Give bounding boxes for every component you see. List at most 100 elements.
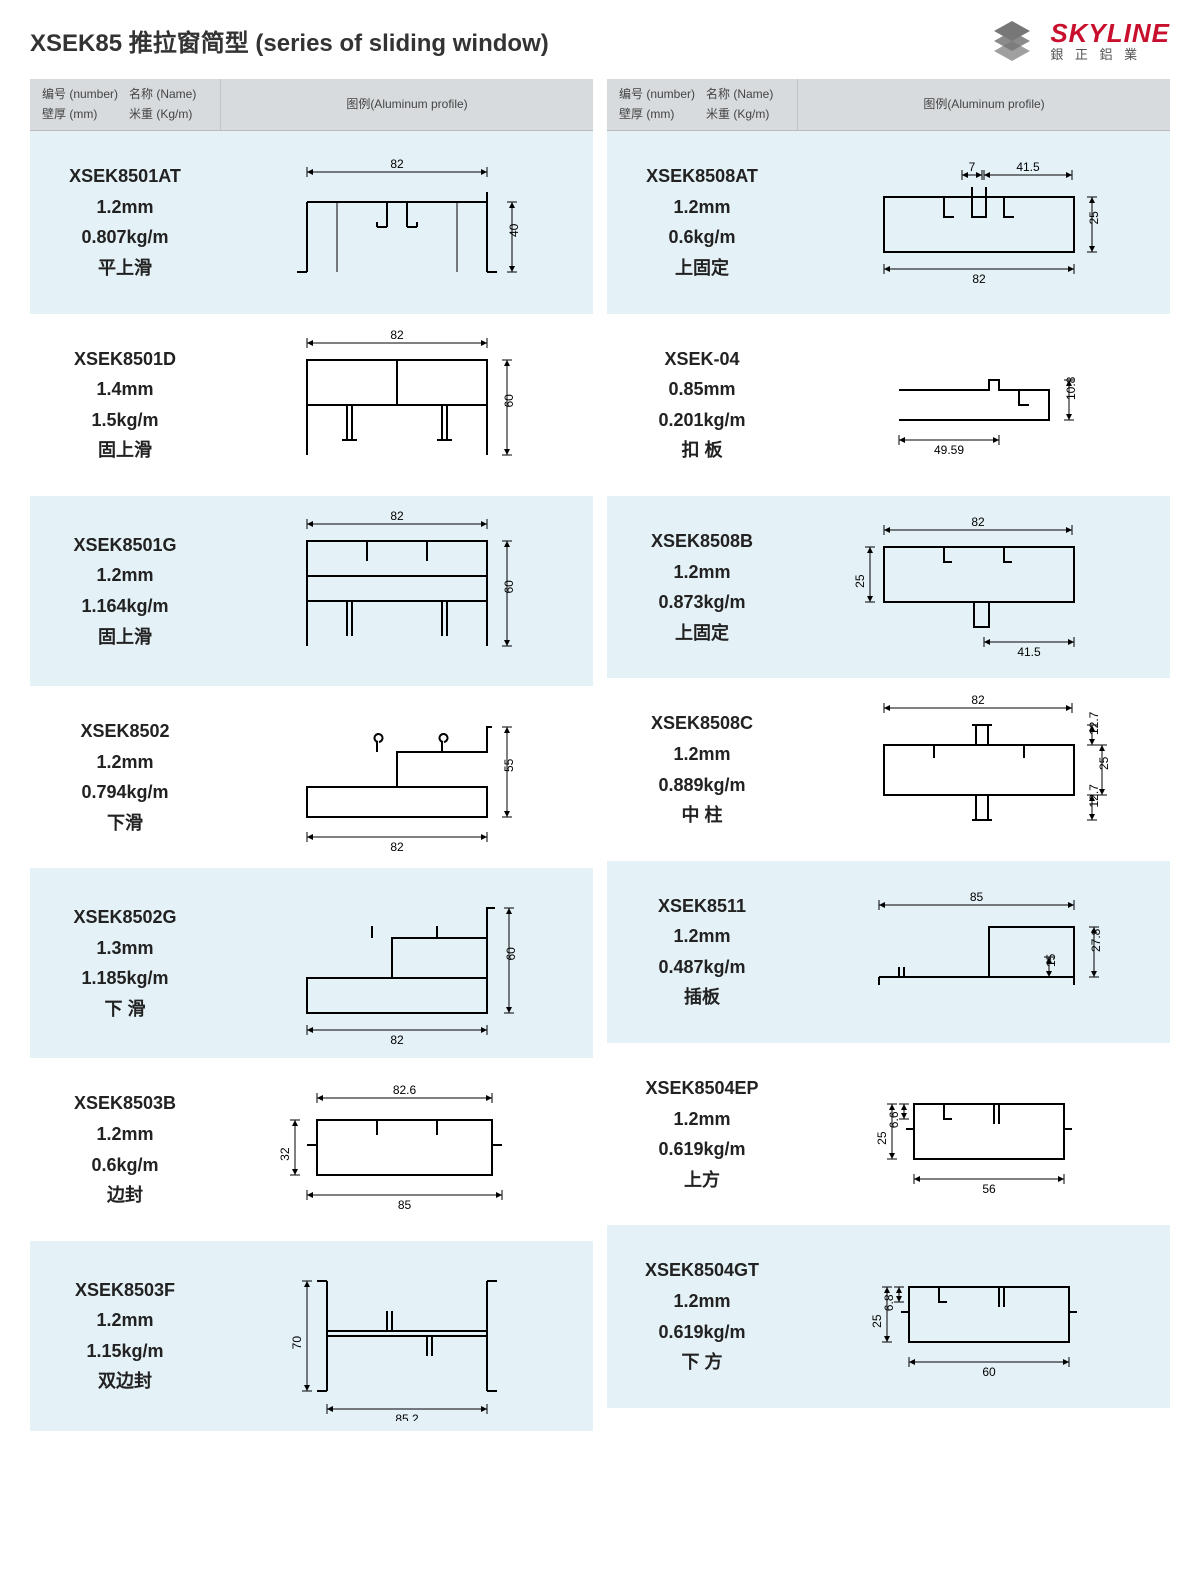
profile-diagram: 85 27.8 15 [797,861,1170,1043]
header-thickness: 壁厚 (mm) [615,105,702,125]
svg-text:25: 25 [875,1131,889,1145]
profile-number: XSEK8511 [621,891,783,922]
profile-diagram: 82 12.7 25 12.7 [797,678,1170,860]
profile-thickness: 1.2mm [44,192,206,223]
header-name: 名称 (Name) [125,85,212,105]
brand-subtitle: 銀 正 鋁 業 [1050,48,1170,61]
header-thickness: 壁厚 (mm) [38,105,125,125]
profile-number: XSEK8501AT [44,161,206,192]
header-name: 名称 (Name) [702,85,789,105]
svg-text:7: 7 [968,160,975,174]
profile-row: XSEK8501G 1.2mm 1.164kg/m 固上滑 82 60 [30,496,593,686]
svg-text:60: 60 [504,947,518,961]
profile-weight: 0.6kg/m [44,1150,206,1181]
page-header: XSEK85 推拉窗简型 (series of sliding window) … [30,20,1170,61]
profile-info: XSEK8502 1.2mm 0.794kg/m 下滑 [30,686,220,868]
logo-mark-icon [994,21,1042,61]
svg-text:82.6: 82.6 [392,1083,416,1097]
svg-text:82: 82 [390,157,404,171]
profile-weight: 0.619kg/m [621,1134,783,1165]
profile-name: 扣 板 [621,435,783,466]
profile-name: 固上滑 [44,435,206,466]
svg-text:82: 82 [390,328,404,342]
profile-thickness: 1.2mm [621,1104,783,1135]
profile-row: XSEK8503F 1.2mm 1.15kg/m 双边封 70 85.2 [30,1241,593,1431]
profile-weight: 0.201kg/m [621,405,783,436]
profile-row: XSEK8502G 1.3mm 1.185kg/m 下 滑 60 82 [30,868,593,1058]
profile-diagram: 41.5 7 25 82 [797,131,1170,313]
brand-name: SKYLINE [1050,20,1170,46]
profile-name: 下 方 [621,1347,783,1378]
header-number: 编号 (number) [38,85,125,105]
svg-text:82: 82 [971,515,985,529]
svg-text:25: 25 [1087,211,1101,225]
profile-info: XSEK8502G 1.3mm 1.185kg/m 下 滑 [30,868,220,1058]
svg-text:70: 70 [290,1335,304,1349]
svg-text:25: 25 [1097,756,1111,770]
left-column: 编号 (number) 名称 (Name) 壁厚 (mm) 米重 (Kg/m) … [30,79,593,1431]
profile-thickness: 1.2mm [621,192,783,223]
profile-weight: 0.807kg/m [44,222,206,253]
profile-weight: 0.487kg/m [621,952,783,983]
profile-diagram: 82.6 32 85 [220,1058,593,1240]
right-column: 编号 (number) 名称 (Name) 壁厚 (mm) 米重 (Kg/m) … [607,79,1170,1431]
svg-text:49.59: 49.59 [933,443,963,457]
profile-name: 上固定 [621,618,783,649]
profile-info: XSEK8504GT 1.2mm 0.619kg/m 下 方 [607,1225,797,1407]
profile-info: XSEK8503F 1.2mm 1.15kg/m 双边封 [30,1241,220,1431]
catalog-grid: 编号 (number) 名称 (Name) 壁厚 (mm) 米重 (Kg/m) … [30,79,1170,1431]
svg-text:60: 60 [502,394,516,408]
profile-weight: 0.619kg/m [621,1317,783,1348]
svg-text:60: 60 [982,1365,996,1379]
profile-diagram: 25 6.6 56 [797,1043,1170,1225]
profile-weight: 1.5kg/m [44,405,206,436]
profile-diagram: 55 82 [220,686,593,868]
profile-name: 下滑 [44,808,206,839]
profile-number: XSEK8504EP [621,1073,783,1104]
svg-text:25: 25 [870,1314,884,1328]
profile-number: XSEK8508B [621,526,783,557]
profile-number: XSEK8503F [44,1275,206,1306]
profile-info: XSEK8501G 1.2mm 1.164kg/m 固上滑 [30,496,220,686]
svg-text:40: 40 [507,224,521,238]
svg-text:41.5: 41.5 [1016,160,1040,174]
profile-thickness: 1.3mm [44,933,206,964]
profile-diagram: 70 85.2 [220,1241,593,1431]
profile-diagram: 82 60 [220,496,593,686]
svg-text:6.6: 6.6 [887,1111,901,1128]
profile-number: XSEK8508C [621,708,783,739]
profile-info: XSEK8508AT 1.2mm 0.6kg/m 上固定 [607,131,797,313]
profile-thickness: 1.4mm [44,374,206,405]
profile-thickness: 1.2mm [44,1305,206,1336]
header-number: 编号 (number) [615,85,702,105]
profile-info: XSEK8511 1.2mm 0.487kg/m 插板 [607,861,797,1043]
column-header: 编号 (number) 名称 (Name) 壁厚 (mm) 米重 (Kg/m) … [30,79,593,131]
profile-diagram: 60 82 [220,868,593,1058]
profile-thickness: 1.2mm [621,557,783,588]
svg-text:85: 85 [969,890,983,904]
profile-row: XSEK8508C 1.2mm 0.889kg/m 中 柱 82 12.7 25 [607,678,1170,860]
svg-text:60: 60 [502,580,516,594]
profile-diagram: 82 60 [220,314,593,496]
profile-number: XSEK8508AT [621,161,783,192]
profile-row: XSEK-04 0.85mm 0.201kg/m 扣 板 10.8 49.59 [607,314,1170,496]
profile-number: XSEK-04 [621,344,783,375]
profile-thickness: 1.2mm [621,921,783,952]
profile-name: 固上滑 [44,622,206,653]
profile-info: XSEK8501AT 1.2mm 0.807kg/m 平上滑 [30,131,220,313]
profile-thickness: 1.2mm [621,1286,783,1317]
profile-weight: 1.15kg/m [44,1336,206,1367]
profile-weight: 1.185kg/m [44,963,206,994]
profile-info: XSEK8503B 1.2mm 0.6kg/m 边封 [30,1058,220,1240]
header-weight: 米重 (Kg/m) [702,105,789,125]
profile-thickness: 1.2mm [44,560,206,591]
profile-name: 双边封 [44,1366,206,1397]
profile-row: XSEK8503B 1.2mm 0.6kg/m 边封 82.6 32 85 [30,1058,593,1240]
profile-number: XSEK8502 [44,716,206,747]
profile-diagram: 25 6.8 60 [797,1225,1170,1407]
profile-name: 中 柱 [621,800,783,831]
profile-row: XSEK8502 1.2mm 0.794kg/m 下滑 55 82 [30,686,593,868]
svg-text:82: 82 [972,272,986,286]
svg-text:82: 82 [971,693,985,707]
profile-name: 平上滑 [44,253,206,284]
